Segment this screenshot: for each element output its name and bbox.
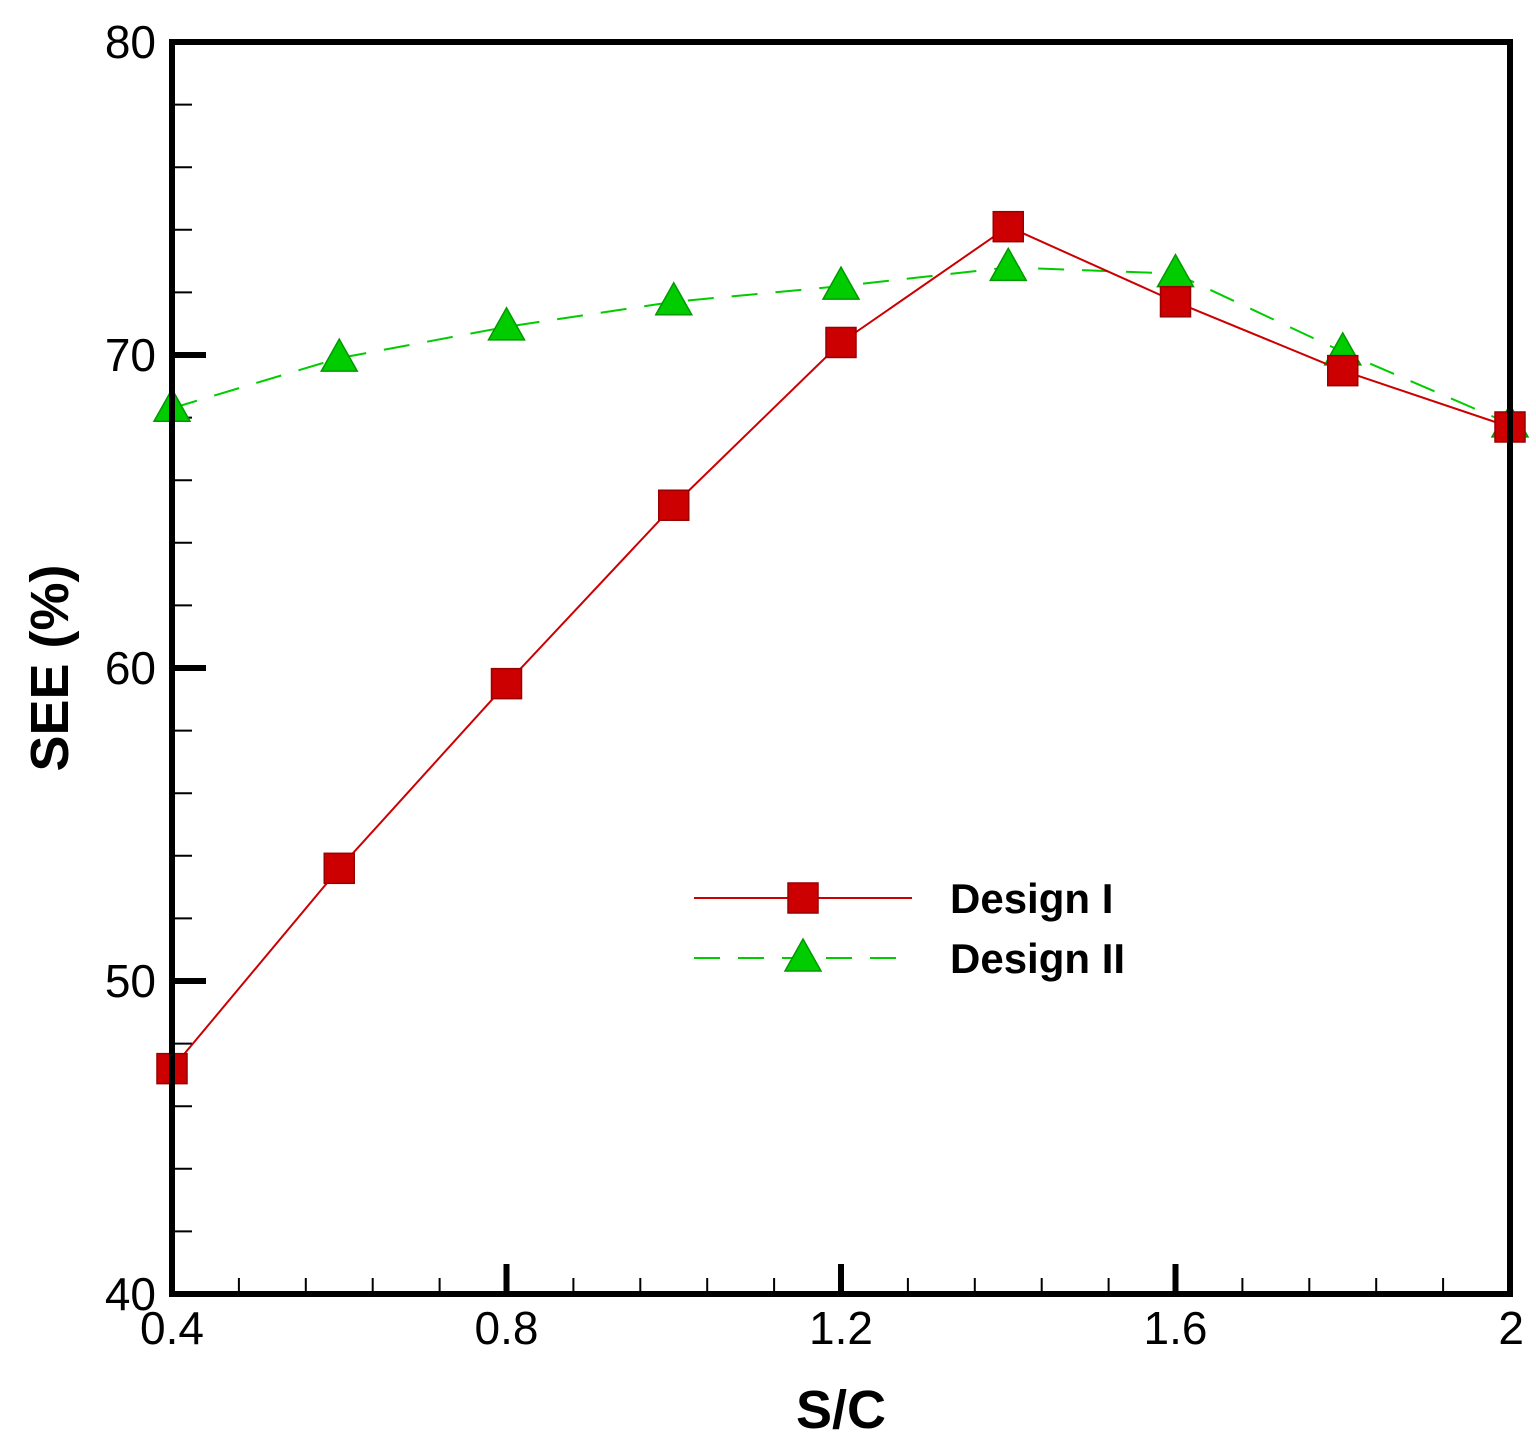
x-axis-title: S/C <box>796 1380 886 1440</box>
data-point <box>323 852 355 885</box>
x-tick-label: 1.2 <box>809 1302 873 1354</box>
series-layer <box>152 210 1530 1085</box>
legend-entry: Design I <box>694 875 1113 922</box>
y-tick-label: 50 <box>105 955 156 1007</box>
x-tick-label: 0.8 <box>475 1302 539 1354</box>
data-point <box>821 265 861 300</box>
data-point <box>1159 286 1192 318</box>
legend-marker <box>783 937 823 972</box>
data-point <box>988 246 1028 282</box>
legend-entry: Design II <box>694 935 1125 982</box>
data-point <box>825 326 857 359</box>
x-tick-label: 2 <box>1498 1302 1524 1354</box>
major-ticks <box>169 39 1513 1297</box>
x-tick-label: 1.6 <box>1144 1302 1208 1354</box>
data-point <box>658 489 690 521</box>
data-point <box>487 306 526 341</box>
legend-label: Design I <box>950 875 1113 922</box>
minor-ticks <box>172 103 1445 1294</box>
data-point <box>1327 354 1359 387</box>
data-point <box>490 667 523 700</box>
y-axis-title: SEE (%) <box>20 564 80 771</box>
y-tick-label: 70 <box>105 329 156 381</box>
plot-frame <box>169 39 1513 1297</box>
data-point <box>319 337 359 372</box>
data-point <box>654 281 694 316</box>
data-point <box>1156 253 1195 288</box>
data-point <box>992 210 1024 243</box>
y-tick-label: 80 <box>105 16 156 68</box>
tick-labels: 0.4 0.8 1.2 1.6 2 40 50 60 70 80 <box>105 16 1524 1354</box>
series-1 <box>156 210 1526 1085</box>
y-tick-label: 60 <box>105 642 156 694</box>
y-tick-label: 40 <box>105 1268 156 1320</box>
legend-label: Design II <box>950 935 1125 982</box>
x-tick-label: 0.4 <box>140 1302 204 1354</box>
legend: Design I Design II <box>694 875 1125 982</box>
legend-marker <box>787 882 819 914</box>
